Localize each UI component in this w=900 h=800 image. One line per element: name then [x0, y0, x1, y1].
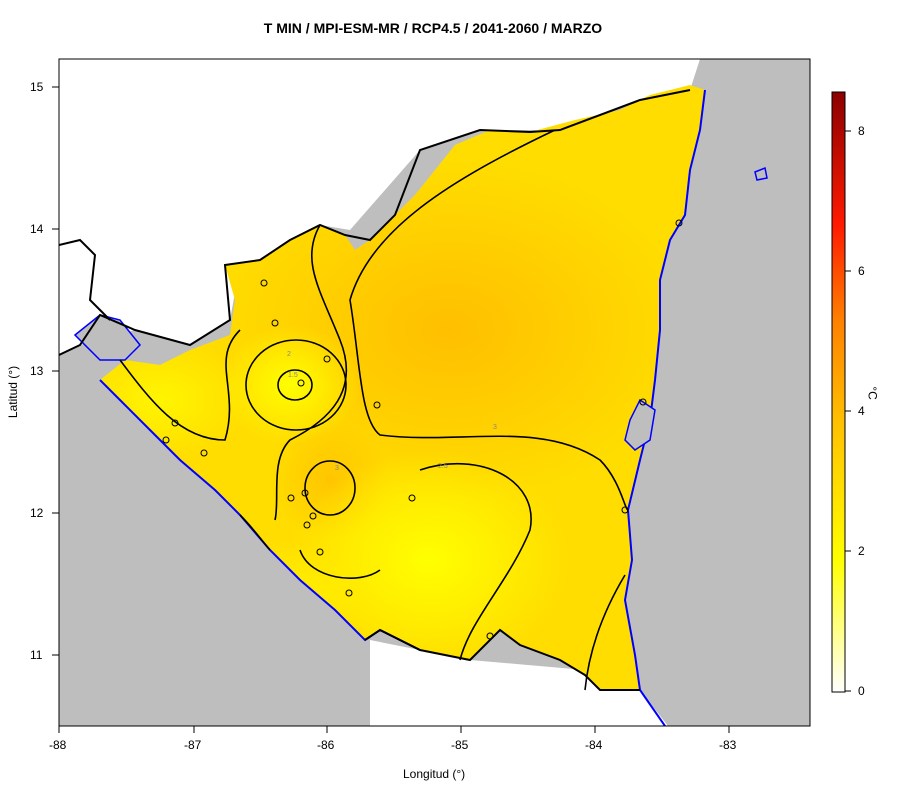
station-point [287, 494, 295, 502]
station-point [675, 219, 683, 227]
contour-south [299, 549, 381, 579]
contour-lines [119, 129, 629, 691]
south-neighbor [370, 640, 668, 726]
x-tick-label: -83 [719, 738, 737, 752]
south-border [364, 628, 640, 691]
contour-3-small [304, 460, 356, 516]
x-tick-label: -84 [585, 738, 603, 752]
contour-3 [349, 129, 629, 511]
station-point [271, 319, 279, 327]
station-point [345, 589, 353, 597]
y-axis-label: Latitud (°) [6, 365, 20, 419]
x-tick-label: -88 [49, 738, 67, 752]
colorbar-tick-label: 6 [858, 264, 865, 278]
contour-west-coast [239, 514, 271, 551]
contour-central [274, 224, 348, 521]
x-tick-label: -87 [184, 738, 202, 752]
contour-2 [245, 339, 347, 431]
plot-frame [58, 58, 811, 727]
x-tick-label: -85 [451, 738, 469, 752]
contour-label: 2.5 [438, 463, 448, 470]
contour-west [119, 329, 241, 441]
colorbar-tick-label: 2 [858, 544, 865, 558]
colorbar [831, 91, 846, 693]
y-tick-label: 15 [30, 80, 44, 94]
contour-label: 3 [335, 465, 339, 472]
colorbar-tick-label: 8 [858, 124, 865, 138]
station-point [303, 521, 311, 529]
contour-2.5 [419, 462, 532, 661]
map-title: T MIN / MPI-ESM-MR / RCP4.5 / 2041-2060 … [263, 20, 603, 36]
colorbar-unit: °C [865, 386, 880, 400]
stations [162, 219, 683, 640]
x-tick-label: -86 [317, 738, 335, 752]
x-tick-marks [58, 726, 730, 733]
y-tick-label: 11 [30, 648, 43, 662]
colorbar-tick-label: 0 [858, 684, 865, 698]
station-point [486, 632, 494, 640]
station-point [171, 419, 179, 427]
station-point [323, 355, 331, 363]
colorbar-ticks [845, 130, 851, 692]
y-tick-marks [52, 86, 59, 656]
contour-label: 1.5 [288, 372, 298, 379]
y-tick-label: 13 [30, 364, 44, 378]
station-point [621, 506, 629, 514]
station-point [316, 548, 324, 556]
station-point [260, 279, 268, 287]
y-tick-label: 12 [30, 506, 44, 520]
contour-label: 2 [287, 351, 291, 358]
north-neighbor [59, 59, 700, 355]
y-tick-label: 14 [30, 222, 44, 236]
x-axis-label: Longitud (°) [403, 767, 466, 781]
honduras-border-west [59, 238, 111, 321]
contour-label: 3 [493, 424, 497, 431]
island [754, 166, 768, 181]
caribbean-coast [623, 89, 706, 726]
station-point [200, 449, 208, 457]
station-point [301, 489, 309, 497]
station-point [639, 398, 647, 406]
pearl-lagoon [624, 398, 656, 451]
colorbar-tick-label: 4 [858, 404, 865, 418]
contour-1.5 [277, 369, 313, 401]
station-point [309, 512, 317, 520]
contour-east [584, 574, 626, 691]
station-point [373, 401, 381, 409]
station-point [408, 494, 416, 502]
station-point [297, 379, 305, 387]
station-point [162, 436, 170, 444]
